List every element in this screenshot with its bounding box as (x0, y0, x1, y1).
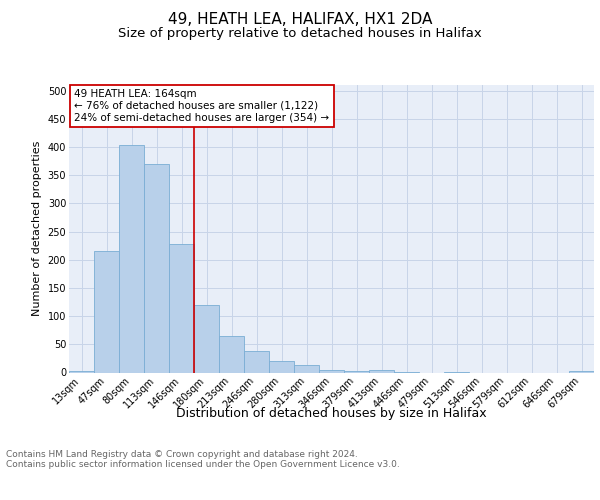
Bar (269, 361, 294, 372)
Text: Size of property relative to detached houses in Halifax: Size of property relative to detached ho… (118, 28, 482, 40)
Bar (119, 146, 144, 372)
Bar (244, 350, 269, 372)
Text: 49 HEATH LEA: 164sqm
← 76% of detached houses are smaller (1,122)
24% of semi-de: 49 HEATH LEA: 164sqm ← 76% of detached h… (74, 90, 329, 122)
Bar (369, 370, 394, 372)
Bar (94, 252, 119, 372)
Text: Distribution of detached houses by size in Halifax: Distribution of detached houses by size … (176, 408, 487, 420)
Bar (219, 336, 244, 372)
Bar (144, 164, 169, 372)
Text: 49, HEATH LEA, HALIFAX, HX1 2DA: 49, HEATH LEA, HALIFAX, HX1 2DA (168, 12, 432, 28)
Text: Contains HM Land Registry data © Crown copyright and database right 2024.
Contai: Contains HM Land Registry data © Crown c… (6, 450, 400, 469)
Bar (194, 305, 219, 372)
Y-axis label: Number of detached properties: Number of detached properties (32, 141, 42, 316)
Bar (69, 371, 94, 372)
Bar (319, 370, 344, 372)
Bar (169, 244, 194, 372)
Bar (294, 364, 319, 372)
